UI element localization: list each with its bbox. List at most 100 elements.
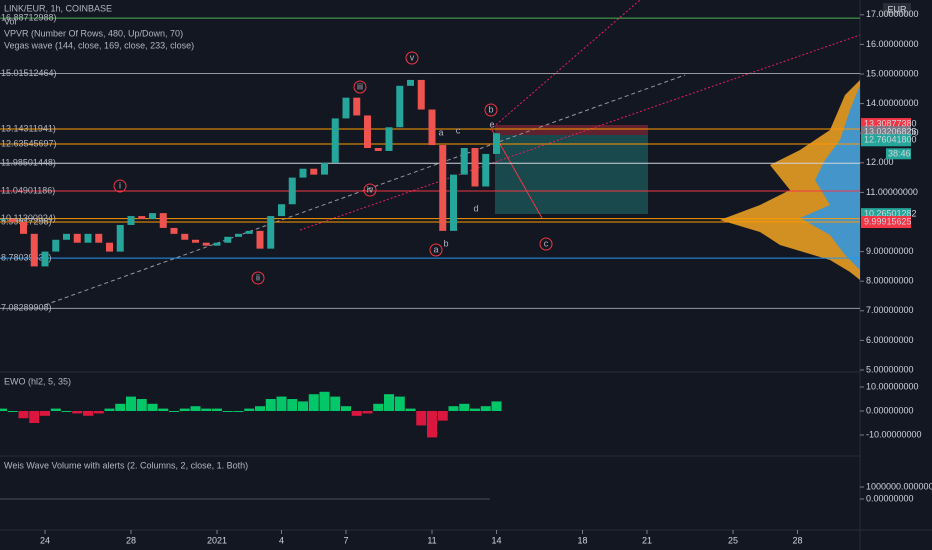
ewo-bar [147, 403, 158, 411]
candle [374, 148, 382, 151]
candle [84, 233, 92, 243]
ewo-bar [298, 401, 308, 411]
weis-tick-label: 0.00000000 [866, 493, 914, 503]
ewo-bar [7, 411, 18, 412]
level-label: 7.08289908) [1, 303, 52, 313]
wave-circle [113, 179, 127, 193]
candle [428, 109, 436, 146]
y-tick-label: 6.00000000 [866, 335, 914, 345]
x-tick-label: 25 [728, 535, 738, 545]
wave-circle [429, 243, 443, 257]
ewo-bar [287, 399, 298, 411]
ewo-bar [384, 394, 394, 411]
ewo-bar [136, 399, 147, 411]
candle [450, 174, 457, 231]
trend-line [44, 74, 686, 306]
ewo-bar [40, 411, 50, 416]
trend-line [489, 0, 641, 131]
wave-circle [539, 237, 553, 251]
x-tick-label: 4 [279, 535, 284, 545]
candle [493, 133, 500, 154]
candle [73, 233, 81, 243]
wave-circle [405, 51, 419, 65]
wave-label: iii [357, 81, 363, 91]
candle [267, 216, 275, 249]
x-tick-label: 28 [126, 535, 136, 545]
ewo-bar [201, 408, 212, 411]
level-label: 11.98501448) [1, 158, 56, 168]
vegas-label: Vegas wave (144, close, 169, close, 233,… [4, 40, 194, 50]
candle [245, 230, 253, 234]
wave-label: c [544, 238, 549, 248]
y-tick-label: 16.00000000 [866, 39, 919, 49]
level-label: 8.78039535) [1, 252, 52, 262]
candle [9, 219, 17, 222]
wave-label: e [489, 119, 494, 129]
y-tick-label: 14.00000000 [866, 98, 919, 108]
ewo-bar [427, 411, 437, 438]
candle [482, 153, 490, 187]
wave-label: ii [256, 272, 260, 282]
ewo-bar [0, 408, 7, 411]
candle [385, 127, 393, 151]
ewo-bar [233, 411, 244, 412]
y-tick-label: 8.00000000 [866, 276, 914, 286]
candle [116, 224, 124, 252]
countdown: 38:46 [888, 149, 911, 159]
price-badge-label: 12.76041800 [864, 135, 917, 145]
candle [288, 177, 296, 205]
candle [278, 204, 285, 217]
currency-box [883, 3, 911, 16]
wave-label: a [433, 244, 438, 254]
ewo-bar [222, 411, 233, 412]
ewo-bar [265, 399, 276, 411]
wave-label: c [456, 125, 461, 135]
wave-label: a [438, 127, 443, 137]
ewo-bar [459, 403, 470, 411]
ewo-bar [72, 411, 83, 414]
candle [127, 216, 135, 225]
ewo-tick-label: -10.00000000 [866, 429, 922, 439]
ewo-bar [158, 408, 169, 411]
ewo-bar [29, 411, 40, 423]
ewo-bar [470, 408, 480, 411]
ewo-bar [319, 391, 330, 411]
ewo-bar [373, 403, 384, 411]
vpvr-label: VPVR (Number Of Rows, 480, Up/Down, 70) [4, 28, 183, 38]
currency: EUR [887, 4, 907, 14]
symbol: LINK/EUR, 1h, COINBASE [4, 3, 112, 13]
candle [321, 162, 328, 175]
ewo-bar [126, 396, 136, 411]
candle [63, 233, 70, 240]
y-tick-label: 15.00000000 [866, 68, 919, 78]
x-tick-label: 18 [577, 535, 587, 545]
ewo-bar [179, 408, 190, 411]
candle [170, 227, 178, 234]
candle [235, 233, 242, 237]
price-badge-label: 13.30877380 [864, 118, 917, 128]
ewo-bar [244, 408, 255, 411]
level-label: 10.11300924) [1, 213, 56, 223]
candle [331, 118, 339, 163]
candle [159, 213, 167, 228]
ewo-bar [437, 411, 448, 421]
ewo-title: EWO (hl2, 5, 35) [4, 376, 71, 386]
wave-label: iv [367, 184, 374, 194]
ewo-bar [416, 411, 427, 426]
ewo-bar [190, 406, 201, 411]
candle [41, 251, 49, 267]
candle [353, 97, 361, 116]
ewo-bar [255, 406, 265, 411]
candle [52, 239, 60, 252]
candle [213, 242, 221, 246]
candle [407, 79, 414, 86]
ewo-bar [115, 403, 126, 411]
target-zone [495, 135, 648, 214]
ewo-bar [18, 411, 29, 419]
candle [224, 236, 232, 243]
volume-profile [800, 85, 860, 270]
x-tick-label: 28 [792, 535, 802, 545]
x-tick-label: 14 [491, 535, 501, 545]
candle [106, 242, 113, 252]
